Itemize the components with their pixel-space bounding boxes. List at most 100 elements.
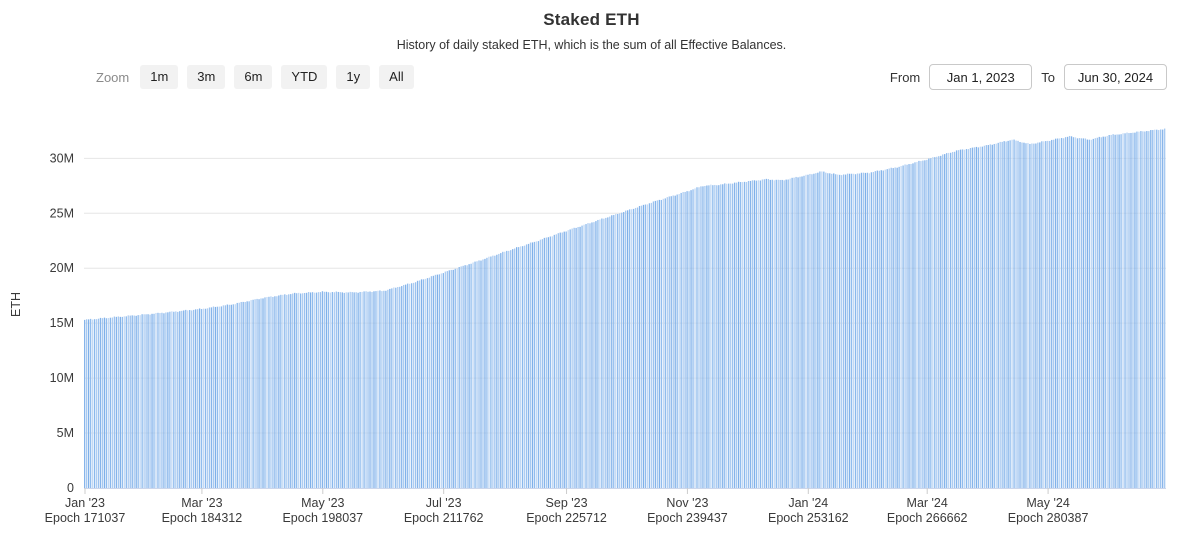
bar xyxy=(1025,143,1027,488)
bar xyxy=(539,239,542,488)
bar xyxy=(1156,129,1158,488)
bar xyxy=(1023,142,1025,488)
bar xyxy=(916,161,918,488)
x-tick-month-label: Jan '23 xyxy=(65,496,105,510)
bar xyxy=(494,255,496,488)
bar xyxy=(759,180,762,488)
bar xyxy=(1037,142,1039,488)
bar xyxy=(593,222,595,488)
bar xyxy=(870,172,873,488)
bar xyxy=(666,197,668,488)
bar xyxy=(1035,143,1037,488)
bar xyxy=(327,292,330,488)
date-range-group: From To xyxy=(890,64,1167,90)
bar xyxy=(777,179,779,488)
bar xyxy=(280,294,282,488)
bar xyxy=(506,250,508,488)
bar xyxy=(305,292,308,488)
bar xyxy=(1164,128,1166,488)
bar xyxy=(533,241,536,488)
bar xyxy=(819,171,821,488)
bar xyxy=(979,146,982,489)
bar xyxy=(732,183,734,488)
zoom-button-6m[interactable]: 6m xyxy=(234,65,273,89)
bar xyxy=(1162,129,1164,488)
bar xyxy=(1096,137,1098,489)
bar xyxy=(115,316,118,488)
bar xyxy=(498,253,500,488)
bar xyxy=(301,293,304,488)
bar xyxy=(694,188,696,488)
bar xyxy=(908,164,910,488)
to-date-input[interactable] xyxy=(1064,64,1167,90)
zoom-button-1m[interactable]: 1m xyxy=(140,65,179,89)
bar xyxy=(169,311,171,488)
bar xyxy=(163,313,165,488)
bar xyxy=(101,318,104,488)
bar xyxy=(858,173,861,489)
bar xyxy=(890,167,892,488)
bar xyxy=(747,180,750,488)
bar xyxy=(1148,131,1150,488)
bar xyxy=(1084,138,1087,488)
bar xyxy=(181,310,183,488)
x-tick-epoch-label: Epoch 266662 xyxy=(887,511,968,525)
bar xyxy=(654,200,657,488)
bar xyxy=(577,226,579,488)
bar xyxy=(963,149,966,489)
zoom-button-3m[interactable]: 3m xyxy=(187,65,226,89)
bar xyxy=(1003,141,1005,488)
bar xyxy=(248,301,250,488)
bar xyxy=(981,146,984,488)
zoom-button-1y[interactable]: 1y xyxy=(336,65,371,89)
bar xyxy=(254,299,256,488)
bar xyxy=(274,296,276,488)
bar xyxy=(625,210,627,488)
bar xyxy=(674,195,676,488)
bar xyxy=(914,162,916,488)
bar xyxy=(722,184,724,488)
bar xyxy=(898,166,900,488)
bar xyxy=(733,182,736,488)
x-tick-epoch-label: Epoch 198037 xyxy=(282,511,363,525)
bar xyxy=(428,277,431,488)
from-date-input[interactable] xyxy=(929,64,1033,90)
bar xyxy=(535,241,538,488)
bar xyxy=(278,295,280,488)
bar xyxy=(260,298,262,488)
bar xyxy=(365,291,367,488)
bar xyxy=(999,141,1001,488)
bar xyxy=(403,284,405,488)
bar xyxy=(961,149,964,488)
bar xyxy=(595,221,597,489)
bar xyxy=(983,145,985,489)
bar xyxy=(904,164,906,488)
bar xyxy=(712,185,714,488)
bar xyxy=(226,304,228,488)
bar xyxy=(516,247,518,488)
bar xyxy=(440,273,443,488)
bar xyxy=(934,157,936,489)
bar xyxy=(397,287,399,488)
bar xyxy=(789,178,791,488)
bar xyxy=(856,173,859,488)
x-tick-epoch-label: Epoch 211762 xyxy=(404,511,484,525)
bar xyxy=(129,315,131,488)
zoom-button-all[interactable]: All xyxy=(379,65,414,89)
bar xyxy=(765,178,768,488)
bar xyxy=(137,315,139,488)
bar xyxy=(803,175,805,488)
to-label: To xyxy=(1041,69,1055,85)
bar xyxy=(868,173,871,489)
bar xyxy=(313,292,316,488)
bar xyxy=(373,291,375,488)
bar xyxy=(827,173,829,488)
zoom-button-ytd[interactable]: YTD xyxy=(281,65,328,89)
staked-eth-chart[interactable]: 0 5M 10M 15M 20M 25M 30M ETH Jan '23 Epoch 171037… xyxy=(0,99,1183,544)
bar xyxy=(329,292,332,488)
bar xyxy=(351,292,353,488)
bar xyxy=(529,242,532,488)
bar xyxy=(585,224,587,488)
bar xyxy=(84,319,86,488)
